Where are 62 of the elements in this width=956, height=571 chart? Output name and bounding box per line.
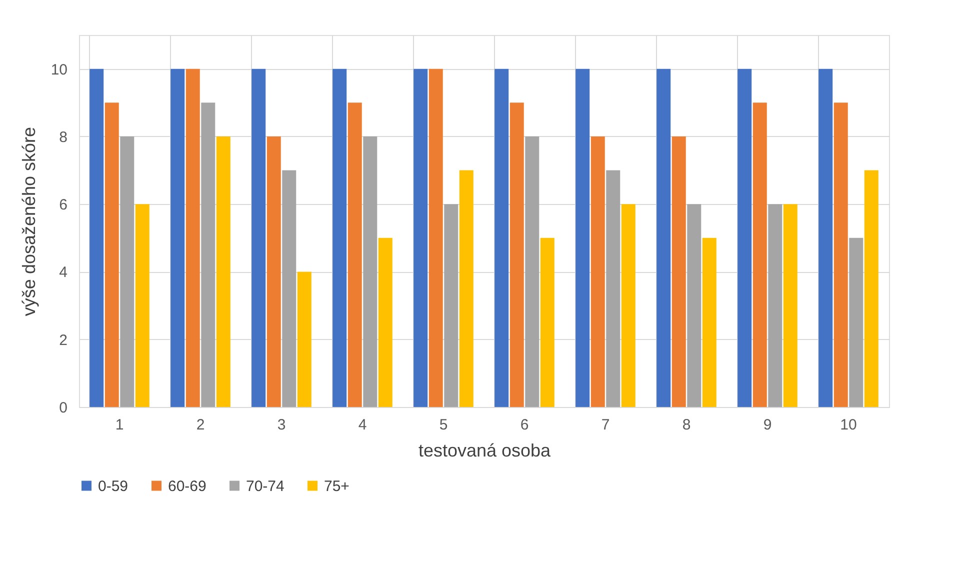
bar (576, 68, 590, 407)
x-tick-label: 3 (277, 416, 286, 434)
bar (621, 204, 636, 407)
bar (186, 68, 200, 407)
bar (834, 102, 848, 407)
legend-label: 0-59 (98, 478, 128, 495)
bar (525, 136, 540, 407)
legend-label: 70-74 (246, 478, 284, 495)
bar (590, 136, 605, 407)
bar (428, 68, 443, 407)
x-tick-label: 9 (763, 416, 772, 434)
bar (656, 68, 671, 407)
bar (864, 170, 878, 407)
x-tick-label: 2 (196, 416, 205, 434)
bar (90, 68, 104, 407)
y-tick-label: 8 (59, 128, 68, 146)
bar (738, 68, 752, 407)
bar (363, 136, 378, 407)
bar (332, 68, 347, 407)
bar (687, 204, 702, 407)
y-tick-label: 10 (50, 61, 68, 78)
bar (297, 272, 312, 407)
bar (378, 238, 392, 407)
bar (135, 204, 150, 407)
bar (768, 204, 782, 407)
bar (252, 68, 266, 407)
bar (348, 102, 362, 407)
bar (606, 170, 620, 407)
x-tick-label: 7 (601, 416, 610, 434)
bar (414, 68, 428, 407)
y-tick-label: 0 (59, 400, 68, 416)
x-tick-label: 8 (682, 416, 691, 434)
y-tick-label: 6 (59, 196, 68, 214)
x-tick-label: 4 (358, 416, 367, 434)
y-tick-label: 2 (59, 332, 68, 349)
x-tick-label: 10 (840, 416, 857, 434)
bar (266, 136, 281, 407)
bar (201, 102, 216, 407)
bar (104, 102, 119, 407)
bar (672, 136, 686, 407)
bar (849, 238, 864, 407)
bar (510, 102, 524, 407)
bar (170, 68, 185, 407)
legend-label: 60-69 (168, 478, 206, 495)
x-axis-title: testovaná osoba (418, 440, 552, 460)
bar (752, 102, 767, 407)
bar (494, 68, 509, 407)
x-tick-label: 6 (520, 416, 529, 434)
bar (120, 136, 134, 407)
legend-label: 75+ (324, 478, 350, 495)
x-tick-label: 5 (439, 416, 448, 434)
bar (702, 238, 716, 407)
y-tick-label: 4 (59, 264, 68, 282)
bar (459, 170, 474, 407)
y-axis-title: výše dosaženého skóre (18, 126, 39, 316)
bar (444, 204, 458, 407)
bar (818, 68, 833, 407)
x-tick-label: 1 (115, 416, 124, 434)
bar (282, 170, 296, 407)
bar (540, 238, 554, 407)
bar (216, 136, 230, 407)
bar (783, 204, 798, 407)
